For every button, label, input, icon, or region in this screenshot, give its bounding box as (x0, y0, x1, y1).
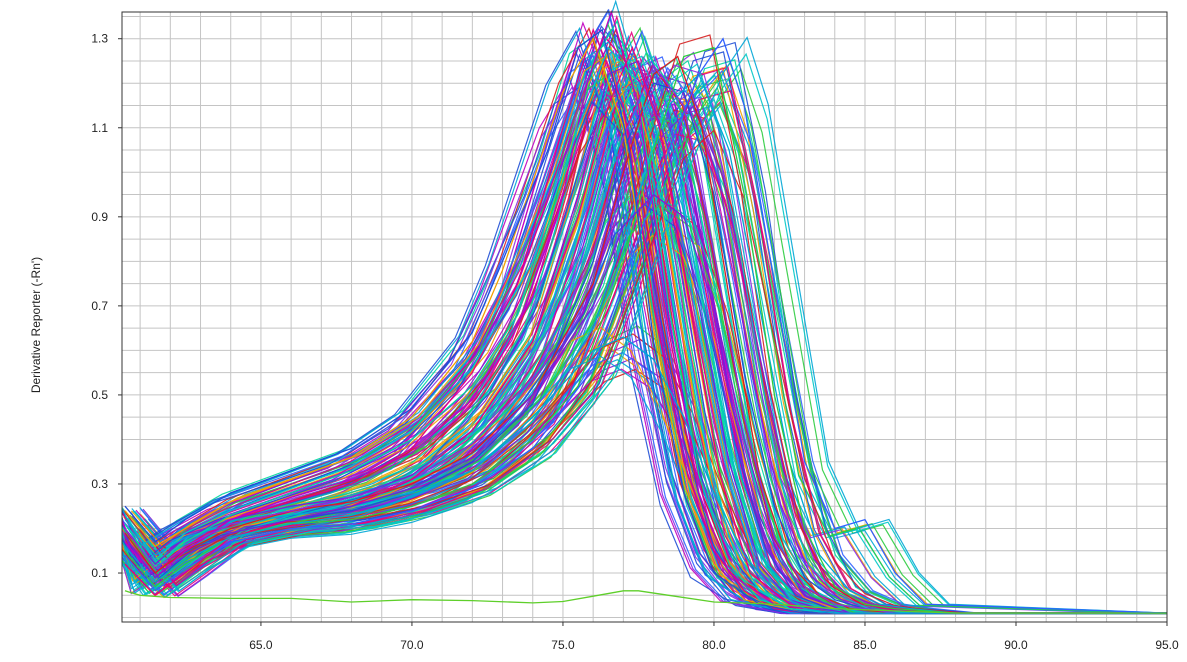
melt-curve-line (124, 9, 1167, 614)
curve-series (121, 0, 1168, 615)
melt-curve-line (121, 76, 1144, 614)
melt-curve-line (124, 46, 1167, 614)
y-axis-title: Derivative Reporter (-Rn') (29, 257, 43, 393)
x-axis-ticks: 65.0 70.0 75.0 80.0 85.0 90.0 95.0 (249, 622, 1179, 652)
melt-curve-line (134, 93, 1167, 615)
melt-curve-line (121, 203, 1158, 614)
melt-curve-line (124, 28, 1167, 614)
x-tick-label: 80.0 (702, 638, 726, 652)
melt-curve-line (121, 26, 1154, 614)
melt-curve-line (121, 90, 1145, 614)
melt-curve-line (121, 355, 1145, 614)
plot-frame (121, 11, 1168, 623)
x-tick-label: 65.0 (249, 638, 273, 652)
melt-curve-line (124, 37, 1167, 614)
melt-curve-line (130, 52, 1167, 614)
x-tick-label: 90.0 (1004, 638, 1028, 652)
melt-curve-line (139, 129, 1167, 615)
x-tick-label: 70.0 (400, 638, 424, 652)
y-tick-label: 0.3 (91, 477, 108, 491)
melt-curve-line (124, 193, 1167, 614)
melt-curve-line (124, 590, 1167, 614)
x-tick-label: 85.0 (853, 638, 877, 652)
melt-curve-line (124, 64, 1167, 614)
y-tick-label: 1.1 (91, 121, 108, 135)
y-tick-label: 0.1 (91, 566, 108, 580)
melt-curve-line (124, 55, 1167, 614)
melt-curve-line (124, 19, 1167, 614)
x-tick-label: 75.0 (551, 638, 575, 652)
y-tick-label: 1.3 (91, 32, 108, 46)
y-tick-label: 0.5 (91, 388, 108, 402)
y-tick-label: 0.9 (91, 210, 108, 224)
melt-curve-line (124, 336, 1167, 614)
x-tick-label: 95.0 (1155, 638, 1179, 652)
melt-curve-line (121, 112, 1146, 615)
y-axis-ticks: 0.1 0.3 0.5 0.7 0.9 1.1 1.3 (91, 32, 122, 580)
y-tick-label: 0.7 (91, 299, 108, 313)
